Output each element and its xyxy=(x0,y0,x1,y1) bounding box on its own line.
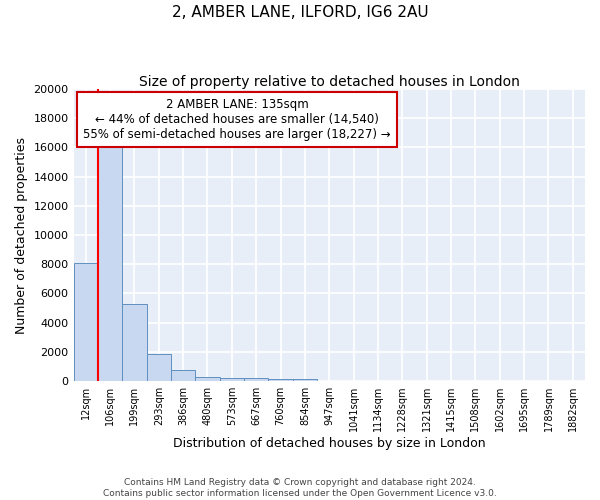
Bar xyxy=(220,378,244,381)
Text: Contains HM Land Registry data © Crown copyright and database right 2024.
Contai: Contains HM Land Registry data © Crown c… xyxy=(103,478,497,498)
Bar xyxy=(98,140,122,381)
Bar xyxy=(293,379,317,381)
Title: Size of property relative to detached houses in London: Size of property relative to detached ho… xyxy=(139,75,520,89)
X-axis label: Distribution of detached houses by size in London: Distribution of detached houses by size … xyxy=(173,437,485,450)
Bar xyxy=(122,304,146,381)
Bar xyxy=(196,376,220,381)
Text: 2, AMBER LANE, ILFORD, IG6 2AU: 2, AMBER LANE, ILFORD, IG6 2AU xyxy=(172,5,428,20)
Bar xyxy=(244,378,268,381)
Bar xyxy=(74,263,98,381)
Text: 2 AMBER LANE: 135sqm
← 44% of detached houses are smaller (14,540)
55% of semi-d: 2 AMBER LANE: 135sqm ← 44% of detached h… xyxy=(83,98,391,141)
Y-axis label: Number of detached properties: Number of detached properties xyxy=(15,136,28,334)
Bar xyxy=(146,354,171,381)
Bar xyxy=(268,378,293,381)
Bar xyxy=(171,370,196,381)
